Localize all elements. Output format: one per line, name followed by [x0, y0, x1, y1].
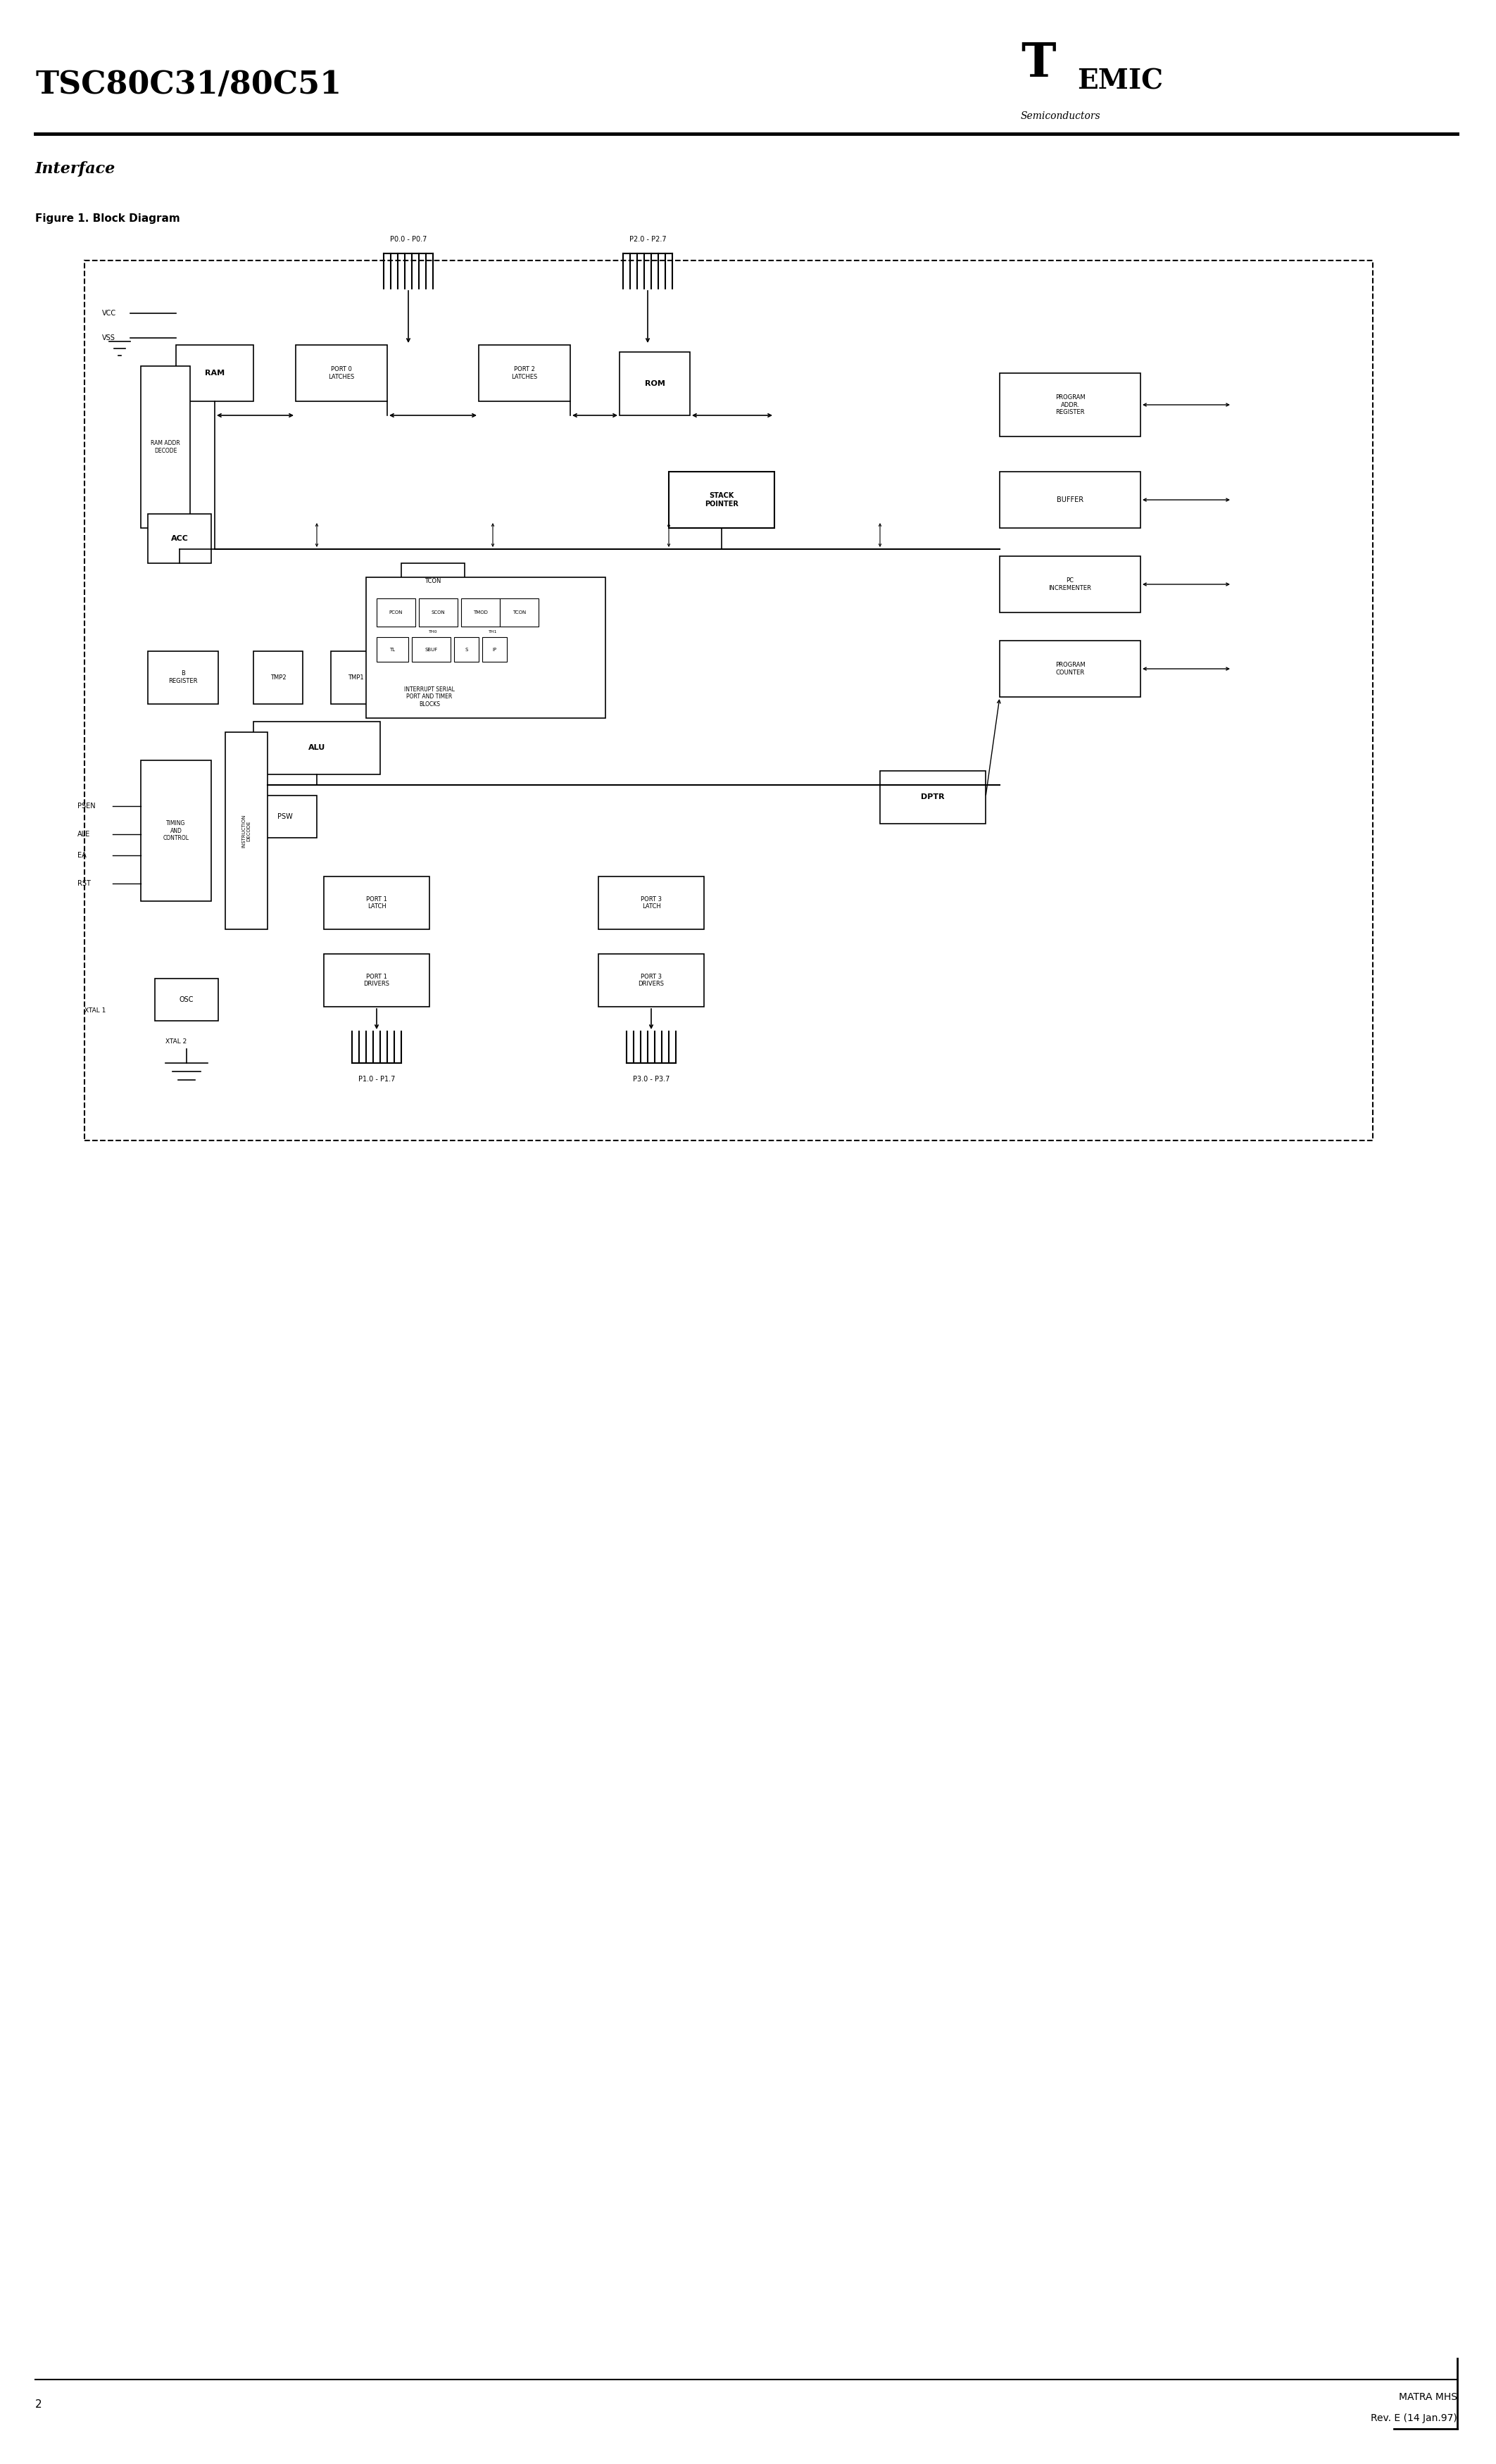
FancyBboxPatch shape — [253, 722, 380, 774]
FancyBboxPatch shape — [482, 638, 507, 663]
Text: VSS: VSS — [102, 335, 115, 342]
Text: TCON: TCON — [425, 577, 441, 584]
Text: Figure 1. Block Diagram: Figure 1. Block Diagram — [36, 212, 180, 224]
Text: TH0: TH0 — [428, 631, 437, 633]
Text: RAM ADDR
DECODE: RAM ADDR DECODE — [151, 441, 180, 453]
FancyBboxPatch shape — [500, 599, 539, 626]
FancyBboxPatch shape — [455, 638, 479, 663]
FancyBboxPatch shape — [999, 557, 1140, 614]
Text: EMIC: EMIC — [1077, 67, 1162, 94]
FancyBboxPatch shape — [598, 877, 705, 929]
Text: PORT 1
DRIVERS: PORT 1 DRIVERS — [364, 973, 389, 988]
Text: TH1: TH1 — [488, 631, 497, 633]
FancyBboxPatch shape — [419, 599, 458, 626]
Text: DPTR: DPTR — [922, 793, 944, 801]
Text: RAM: RAM — [205, 370, 224, 377]
FancyBboxPatch shape — [331, 650, 380, 705]
FancyBboxPatch shape — [411, 638, 450, 663]
FancyBboxPatch shape — [461, 599, 500, 626]
Text: TMP1: TMP1 — [347, 675, 364, 680]
Text: PORT 1
LATCH: PORT 1 LATCH — [367, 897, 387, 909]
FancyBboxPatch shape — [156, 978, 218, 1020]
FancyBboxPatch shape — [141, 761, 211, 902]
FancyBboxPatch shape — [323, 877, 429, 929]
Text: S: S — [465, 648, 468, 650]
Text: TSC80C31/80C51: TSC80C31/80C51 — [36, 69, 341, 99]
FancyBboxPatch shape — [999, 471, 1140, 527]
Text: PORT 3
LATCH: PORT 3 LATCH — [640, 897, 661, 909]
Text: PORT 0
LATCHES: PORT 0 LATCHES — [328, 367, 355, 379]
Text: TCON: TCON — [513, 611, 527, 614]
Text: PROGRAM
ADDR.
REGISTER: PROGRAM ADDR. REGISTER — [1055, 394, 1085, 416]
Text: RST: RST — [78, 880, 91, 887]
FancyBboxPatch shape — [999, 641, 1140, 697]
Bar — [84, 261, 1373, 1141]
FancyBboxPatch shape — [141, 367, 190, 527]
Text: T: T — [1020, 39, 1056, 86]
Text: Rev. E (14 Jan.97): Rev. E (14 Jan.97) — [1370, 2412, 1457, 2422]
FancyBboxPatch shape — [880, 771, 986, 823]
Text: OSC: OSC — [180, 995, 194, 1003]
FancyBboxPatch shape — [253, 796, 317, 838]
Text: IP: IP — [492, 648, 497, 650]
Text: ALU: ALU — [308, 744, 325, 752]
FancyBboxPatch shape — [177, 345, 253, 402]
Text: MATRA MHS: MATRA MHS — [1399, 2393, 1457, 2402]
Text: 2: 2 — [36, 2400, 42, 2410]
Text: Semiconductors: Semiconductors — [1020, 111, 1101, 121]
Text: PCON: PCON — [389, 611, 402, 614]
FancyBboxPatch shape — [323, 954, 429, 1008]
FancyBboxPatch shape — [148, 515, 211, 564]
Text: SCON: SCON — [431, 611, 446, 614]
Text: EA: EA — [78, 853, 87, 860]
FancyBboxPatch shape — [479, 345, 570, 402]
Text: P2.0 - P2.7: P2.0 - P2.7 — [630, 237, 666, 244]
Text: INSTRUCTION
DECODE: INSTRUCTION DECODE — [242, 813, 251, 848]
FancyBboxPatch shape — [999, 372, 1140, 436]
Text: BUFFER: BUFFER — [1056, 495, 1083, 503]
FancyBboxPatch shape — [253, 650, 302, 705]
FancyBboxPatch shape — [669, 471, 775, 527]
Text: ROM: ROM — [645, 379, 664, 387]
Text: P3.0 - P3.7: P3.0 - P3.7 — [633, 1077, 670, 1082]
FancyBboxPatch shape — [377, 599, 416, 626]
FancyBboxPatch shape — [377, 638, 408, 663]
FancyBboxPatch shape — [148, 650, 218, 705]
Text: Interface: Interface — [36, 160, 115, 177]
Text: INTERRUPT SERIAL
PORT AND TIMER
BLOCKS: INTERRUPT SERIAL PORT AND TIMER BLOCKS — [404, 687, 455, 707]
Text: TL: TL — [389, 648, 395, 650]
Text: ALE: ALE — [78, 830, 90, 838]
Text: TMOD: TMOD — [473, 611, 488, 614]
FancyBboxPatch shape — [619, 352, 690, 416]
FancyBboxPatch shape — [367, 577, 606, 717]
Text: STACK
POINTER: STACK POINTER — [705, 493, 739, 508]
Text: PSW: PSW — [277, 813, 293, 821]
FancyBboxPatch shape — [296, 345, 387, 402]
Text: PORT 2
LATCHES: PORT 2 LATCHES — [512, 367, 537, 379]
Text: VCC: VCC — [102, 310, 117, 318]
FancyBboxPatch shape — [598, 954, 705, 1008]
Text: PSEN: PSEN — [78, 803, 96, 811]
Text: TIMING
AND
CONTROL: TIMING AND CONTROL — [163, 821, 188, 840]
FancyBboxPatch shape — [226, 732, 268, 929]
Text: P1.0 - P1.7: P1.0 - P1.7 — [358, 1077, 395, 1082]
Text: P0.0 - P0.7: P0.0 - P0.7 — [390, 237, 426, 244]
Text: PORT 3
DRIVERS: PORT 3 DRIVERS — [639, 973, 664, 988]
Text: TMP2: TMP2 — [271, 675, 286, 680]
Text: PC
INCREMENTER: PC INCREMENTER — [1049, 577, 1092, 591]
Text: ACC: ACC — [171, 535, 188, 542]
FancyBboxPatch shape — [401, 564, 465, 599]
Text: B
REGISTER: B REGISTER — [169, 670, 197, 685]
Text: XTAL 2: XTAL 2 — [166, 1037, 187, 1045]
Text: SBUF: SBUF — [425, 648, 438, 650]
Text: XTAL 1: XTAL 1 — [84, 1008, 106, 1013]
Text: PROGRAM
COUNTER: PROGRAM COUNTER — [1055, 663, 1085, 675]
